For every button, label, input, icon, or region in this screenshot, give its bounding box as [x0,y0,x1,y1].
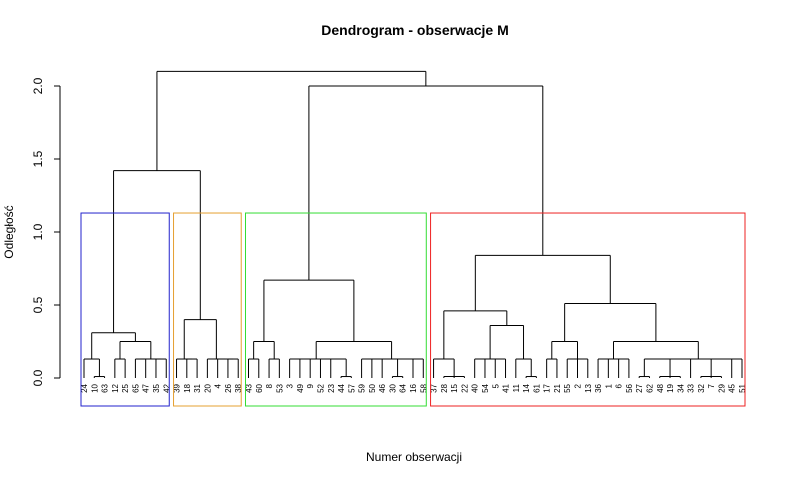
leaf-label: 43 [245,383,254,392]
leaf-label: 59 [358,383,367,392]
leaf-label: 29 [717,383,726,392]
leaf-label: 57 [347,383,356,392]
leaf-label: 4 [214,383,223,388]
leaf-label: 39 [173,383,182,392]
leaf-label: 33 [687,383,696,392]
leaf-label: 44 [337,383,346,392]
leaf-label: 50 [368,383,377,392]
leaf-label: 2 [574,383,583,388]
leaf-label: 12 [111,383,120,392]
leaf-label: 18 [183,383,192,392]
leaf-label: 24 [80,383,89,392]
leaf-label: 54 [481,383,490,392]
leaf-label: 5 [491,383,500,388]
leaf-label: 63 [101,383,110,392]
leaf-label: 38 [234,383,243,392]
leaf-label: 8 [265,383,274,388]
leaf-label: 58 [419,383,428,392]
leaf-label: 31 [193,383,202,392]
leaf-label: 28 [440,383,449,392]
leaf-label: 56 [625,383,634,392]
leaf-label: 20 [203,383,212,392]
y-tick-label: 2.0 [31,77,45,94]
leaf-label: 13 [584,383,593,392]
y-tick-label: 0.5 [31,296,45,313]
leaf-label: 40 [471,383,480,392]
leaf-label: 6 [615,383,624,388]
leaf-label: 3 [286,383,295,388]
cluster-box [245,212,427,407]
cluster-box [430,212,746,407]
leaf-label: 1 [604,383,613,388]
leaf-label: 65 [131,383,140,392]
leaf-label: 64 [399,383,408,392]
leaf-label: 46 [378,383,387,392]
leaf-label: 41 [502,383,511,392]
leaf-label: 19 [666,383,675,392]
leaf-label: 17 [543,383,552,392]
leaf-label: 22 [460,383,469,392]
leaf-label: 14 [522,383,531,392]
leaf-label: 55 [563,383,572,392]
y-tick-label: 1.5 [31,150,45,167]
y-tick-label: 0.0 [31,369,45,386]
leaf-label: 51 [738,383,747,392]
leaf-label: 7 [707,383,716,388]
leaf-label: 52 [316,383,325,392]
leaf-label: 37 [430,383,439,392]
chart-title: Dendrogram - obserwacje M [321,22,509,38]
leaf-label: 10 [90,383,99,392]
leaf-label: 42 [162,383,171,392]
leaf-label: 16 [409,383,418,392]
leaf-label: 9 [306,383,315,388]
leaf-label: 25 [121,383,130,392]
leaf-label: 62 [645,383,654,392]
y-tick-label: 1.0 [31,223,45,240]
leaf-label: 32 [697,383,706,392]
leaf-label: 61 [532,383,541,392]
leaf-label: 23 [327,383,336,392]
leaf-label: 47 [142,383,151,392]
leaf-label: 48 [656,383,665,392]
leaf-label: 27 [635,383,644,392]
leaf-label: 45 [728,383,737,392]
y-axis-label: Odległość [2,205,16,258]
leaf-label: 30 [388,383,397,392]
leaf-label: 35 [152,383,161,392]
x-axis-label: Numer obserwacji [366,450,462,464]
leaf-label: 15 [450,383,459,392]
leaf-label: 60 [255,383,264,392]
leaf-label: 34 [676,383,685,392]
leaf-label: 53 [275,383,284,392]
cluster-box [80,212,170,407]
leaf-label: 36 [594,383,603,392]
cluster-box [173,212,242,407]
leaf-label: 21 [553,383,562,392]
leaf-label: 49 [296,383,305,392]
leaf-label: 26 [224,383,233,392]
leaf-label: 11 [512,383,521,392]
